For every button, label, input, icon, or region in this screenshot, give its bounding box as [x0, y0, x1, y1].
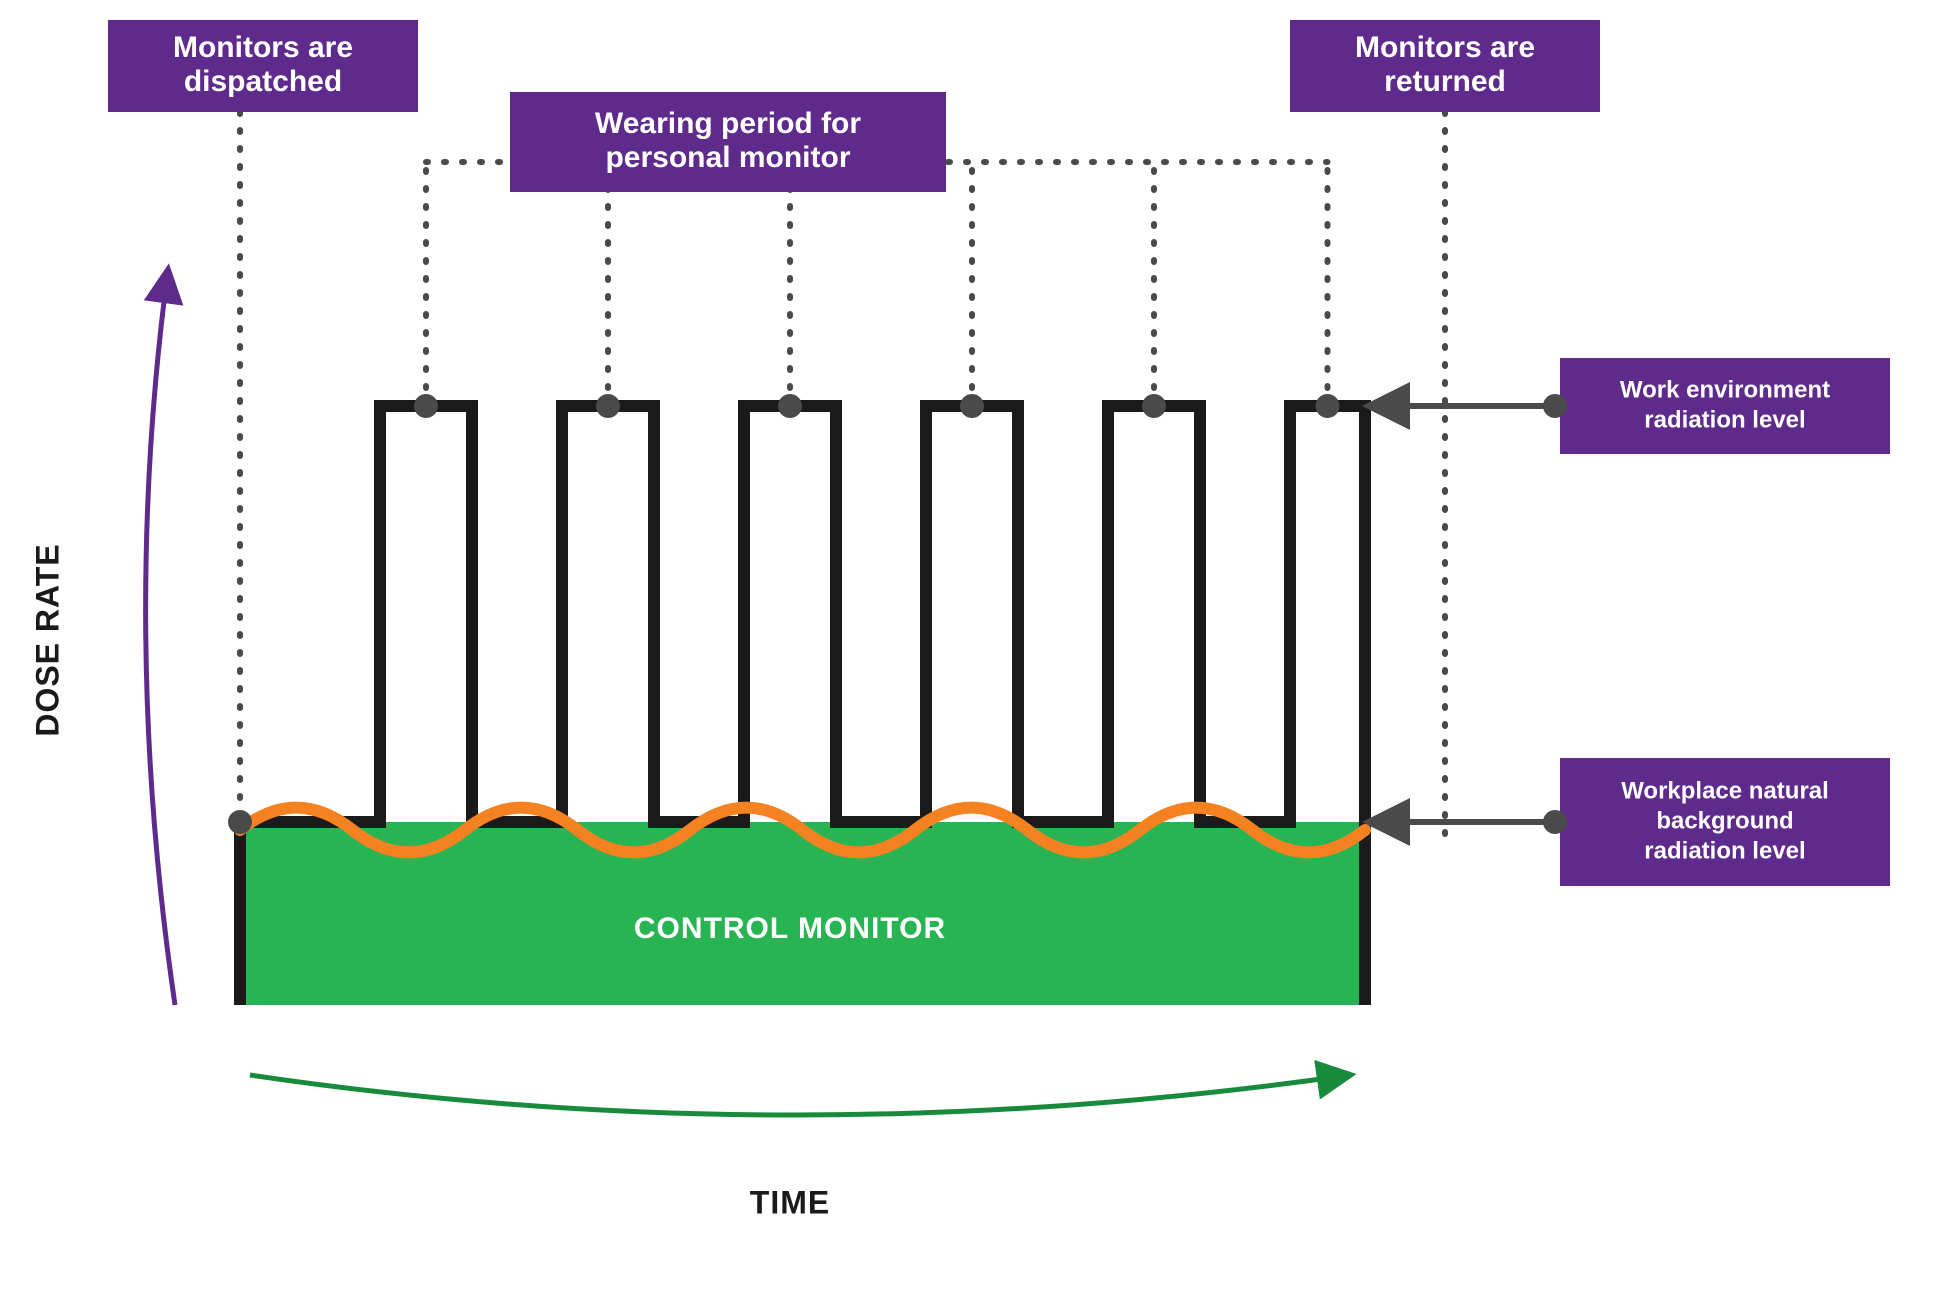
label-box-dispatched: Monitors aredispatched: [108, 20, 418, 112]
bar-top-dot-0: [414, 394, 438, 418]
label-text-workplace_bg-2: radiation level: [1644, 837, 1805, 864]
bar-top-dot-5: [1316, 394, 1340, 418]
diagram-canvas: Monitors aredispatchedWearing period for…: [0, 0, 1951, 1294]
dose-rate-axis-arrow: [146, 270, 175, 1005]
work-env-arrow-dot: [1543, 394, 1567, 418]
workplace-bg-arrow-dot: [1543, 810, 1567, 834]
label-text-workplace_bg-1: background: [1656, 807, 1793, 834]
label-text-dispatched-0: Monitors are: [173, 31, 353, 64]
label-box-wearing: Wearing period forpersonal monitor: [510, 92, 946, 192]
label-box-returned: Monitors arereturned: [1290, 20, 1600, 112]
label-text-work_env-1: radiation level: [1644, 406, 1805, 433]
label-text-returned-0: Monitors are: [1355, 31, 1535, 64]
bar-top-dot-2: [778, 394, 802, 418]
label-box-work_env: Work environment radiation level: [1560, 358, 1890, 454]
label-text-work_env-0: Work environment: [1620, 376, 1830, 403]
label-text-wearing-1: personal monitor: [605, 141, 850, 174]
label-text-dispatched-1: dispatched: [184, 65, 342, 98]
label-text-returned-1: returned: [1384, 65, 1506, 98]
bar-top-dot-4: [1142, 394, 1166, 418]
label-text-workplace_bg-0: Workplace natural: [1621, 777, 1829, 804]
bar-top-dot-1: [596, 394, 620, 418]
bar-top-dot-3: [960, 394, 984, 418]
label-text-wearing-0: Wearing period for: [595, 107, 861, 140]
label-box-workplace_bg: Workplace natural background radiation lev…: [1560, 758, 1890, 886]
control-monitor-label: CONTROL MONITOR: [634, 912, 946, 945]
dose-rate-axis-label: DOSE RATE: [29, 543, 65, 736]
time-axis-arrow: [250, 1075, 1350, 1115]
dispatched-dot: [228, 810, 252, 834]
time-axis-label: TIME: [750, 1184, 830, 1220]
